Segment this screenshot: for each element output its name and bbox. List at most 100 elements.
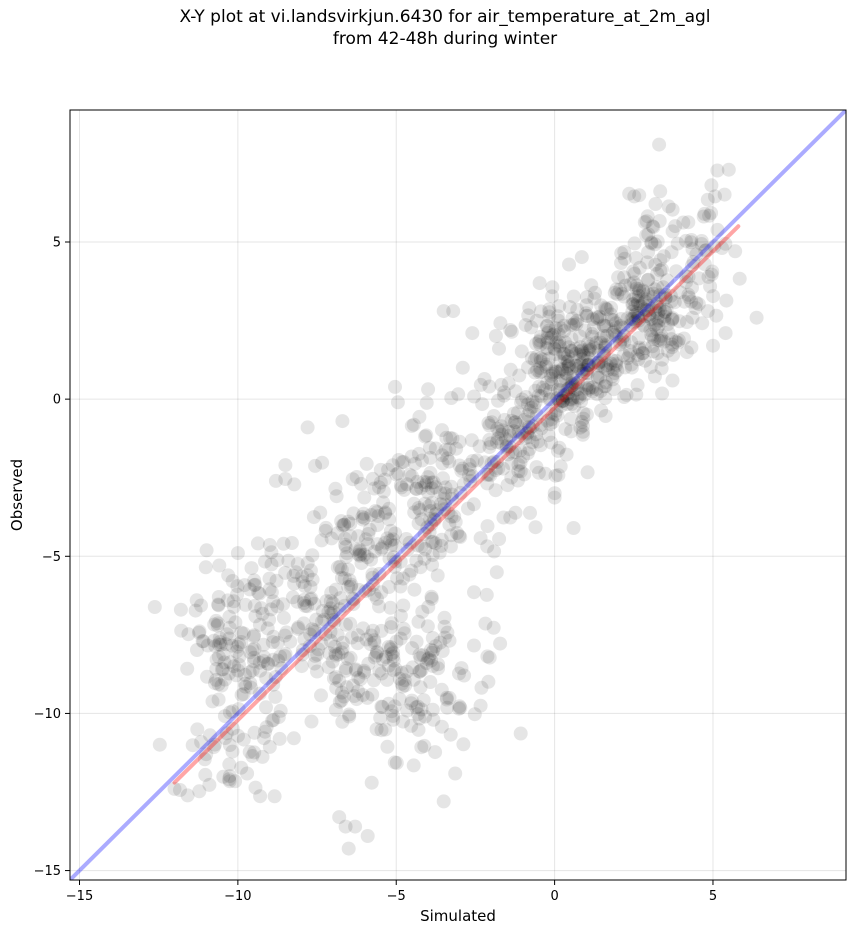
data-point: [258, 724, 272, 739]
data-point: [616, 320, 631, 335]
data-point: [328, 582, 343, 597]
data-point: [388, 662, 403, 676]
data-point: [374, 666, 389, 681]
data-point: [533, 417, 548, 432]
data-point: [437, 497, 452, 512]
data-point: [300, 568, 315, 583]
data-point: [375, 700, 390, 714]
data-point: [553, 321, 568, 336]
data-point: [260, 621, 275, 636]
data-point: [620, 351, 635, 366]
data-point: [211, 637, 226, 652]
data-point: [225, 744, 240, 759]
data-point: [333, 591, 348, 606]
data-point: [645, 339, 660, 354]
data-point: [319, 594, 334, 609]
data-point: [533, 329, 548, 344]
data-point: [528, 365, 542, 380]
data-point: [364, 508, 379, 522]
data-point: [317, 612, 332, 627]
data-point: [199, 747, 214, 762]
data-point: [194, 598, 208, 613]
data-point: [211, 616, 225, 631]
data-point: [619, 387, 634, 402]
data-point: [525, 419, 540, 434]
data-point: [428, 745, 443, 760]
data-point: [409, 700, 424, 715]
data-point: [467, 707, 482, 722]
data-point: [594, 331, 608, 346]
data-point: [544, 371, 559, 386]
ticks: −15 −10 −5 0 5 −15 −10 −5 0 5: [34, 236, 718, 905]
data-point: [360, 829, 375, 843]
data-point: [567, 399, 582, 414]
data-point: [608, 316, 623, 331]
data-point: [326, 596, 340, 611]
data-point: [545, 328, 560, 343]
data-point: [424, 591, 439, 606]
data-point: [338, 617, 353, 632]
data-point: [404, 718, 419, 733]
data-point: [392, 671, 407, 686]
data-point: [252, 686, 267, 701]
data-point: [386, 550, 401, 565]
data-point: [205, 694, 220, 709]
data-point: [435, 423, 449, 438]
data-point: [646, 344, 661, 359]
data-point: [372, 663, 387, 678]
data-point: [230, 639, 245, 654]
data-point: [656, 280, 671, 295]
data-point: [679, 315, 694, 329]
data-point: [627, 266, 642, 281]
data-point: [564, 424, 579, 439]
data-point: [641, 245, 656, 260]
data-point: [394, 480, 409, 495]
x-tick-label: −5: [387, 889, 406, 904]
data-point: [585, 380, 600, 395]
data-point: [370, 505, 385, 520]
data-point: [640, 255, 655, 270]
data-point: [641, 286, 656, 301]
data-point: [589, 336, 604, 350]
data-point: [428, 507, 443, 522]
data-point: [637, 318, 652, 333]
data-point: [496, 461, 510, 476]
data-point: [650, 346, 665, 361]
data-point: [367, 635, 382, 650]
data-point: [623, 344, 637, 358]
data-point: [542, 302, 557, 317]
data-point: [407, 582, 422, 597]
data-point: [314, 688, 328, 703]
data-point: [330, 560, 345, 575]
data-point: [443, 431, 458, 445]
data-point: [562, 257, 576, 272]
data-point: [564, 396, 579, 411]
data-point: [452, 699, 467, 714]
data-point: [552, 299, 567, 314]
data-point: [574, 344, 589, 359]
data-point: [152, 737, 167, 752]
data-point: [715, 241, 729, 255]
data-point: [337, 517, 352, 532]
data-point: [360, 537, 375, 552]
data-point: [426, 712, 441, 727]
data-point: [616, 348, 631, 363]
data-point: [216, 662, 230, 677]
data-point: [337, 571, 352, 586]
data-point: [147, 600, 162, 614]
data-point: [378, 506, 393, 521]
data-point: [454, 463, 469, 478]
data-point: [524, 320, 539, 335]
data-point: [654, 361, 669, 376]
data-point: [665, 337, 680, 352]
data-point: [507, 415, 522, 430]
data-point: [311, 642, 326, 657]
data-point: [650, 280, 665, 294]
data-point: [529, 427, 544, 442]
data-point: [330, 526, 345, 541]
data-point: [284, 536, 299, 550]
data-point: [216, 769, 231, 784]
data-point: [555, 394, 570, 409]
data-point: [250, 536, 265, 551]
data-point: [365, 570, 380, 585]
